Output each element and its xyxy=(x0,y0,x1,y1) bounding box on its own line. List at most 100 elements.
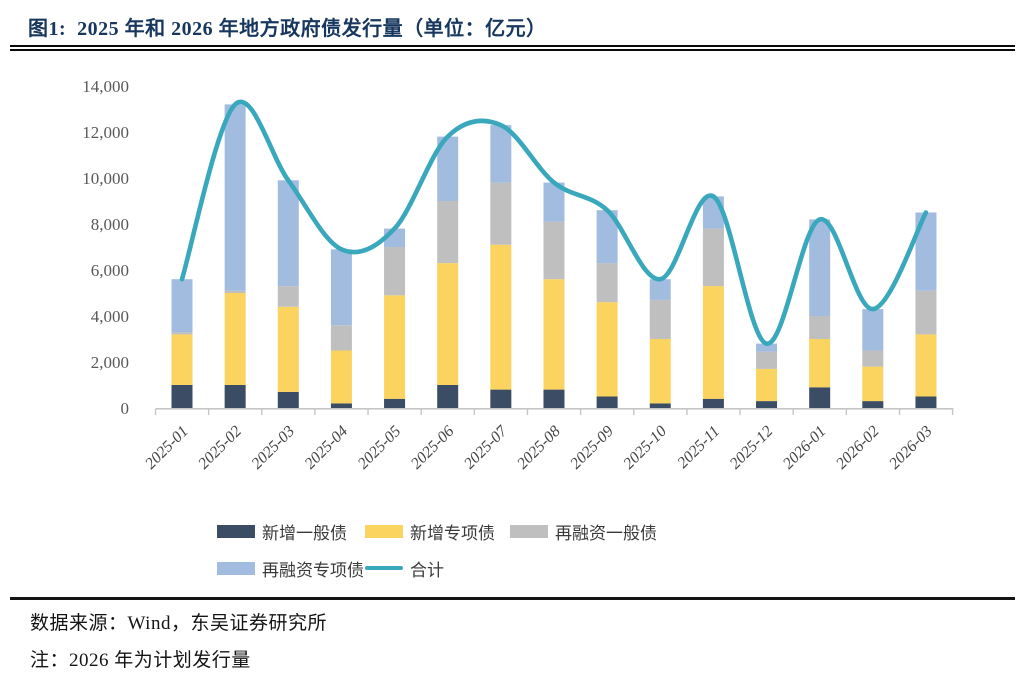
bar-segment xyxy=(756,343,778,352)
x-axis-tick-label: 2026-02 xyxy=(833,423,883,473)
bar-segment xyxy=(809,316,831,339)
bar-segment xyxy=(330,403,352,408)
y-axis-tick-label: 2,000 xyxy=(91,353,129,372)
bar-segment xyxy=(596,263,618,303)
total-line-swatch xyxy=(365,565,403,571)
bar-segment xyxy=(171,334,193,385)
legend-label: 新增专项债 xyxy=(410,523,495,543)
x-axis-tick-label: 2025-06 xyxy=(408,423,458,473)
x-axis-tick-label: 2025-02 xyxy=(195,423,245,473)
bar-segment xyxy=(437,263,459,385)
bar-segment xyxy=(702,228,724,287)
refinancing-general-bond-swatch xyxy=(510,524,548,538)
bar-segment xyxy=(543,182,565,222)
bar-segment xyxy=(437,201,459,264)
bar-segment xyxy=(437,136,459,201)
bar-segment xyxy=(756,351,778,369)
bar-segment xyxy=(171,279,193,333)
bar-segment xyxy=(384,295,406,399)
bar-segment xyxy=(384,247,406,296)
legend-item-refinancing-general-bond: 再融资一般债 xyxy=(510,521,657,543)
bar-segment xyxy=(490,125,512,183)
bar-segment xyxy=(596,396,618,408)
new-special-bond-swatch xyxy=(365,524,403,538)
y-axis-tick-label: 4,000 xyxy=(91,307,129,326)
bar-segment xyxy=(649,339,671,404)
x-axis-tick-label: 2026-03 xyxy=(886,423,936,473)
bar-segment xyxy=(277,286,299,307)
bar-segment xyxy=(649,279,671,300)
chart-legend-row-1: 新增一般债 新增专项债 再融资一般债 xyxy=(217,521,817,543)
x-axis-tick-label: 2025-05 xyxy=(355,423,405,473)
y-axis-tick-label: 12,000 xyxy=(82,123,129,142)
bar-segment xyxy=(277,391,299,408)
legend-item-refinancing-special-bond: 再融资专项债 xyxy=(217,558,364,580)
footer-divider-rule xyxy=(10,597,1015,600)
bar-segment xyxy=(543,279,565,390)
bar-segment xyxy=(862,366,884,402)
legend-item-total-line: 合计 xyxy=(365,558,444,580)
legend-label: 再融资一般债 xyxy=(555,523,657,543)
bar-segment xyxy=(437,385,459,408)
bar-segment xyxy=(277,306,299,392)
y-axis-tick-label: 0 xyxy=(121,399,130,418)
total-line xyxy=(179,99,929,346)
bar-segment xyxy=(649,403,671,408)
bar-segment xyxy=(862,401,884,408)
y-axis-tick-label: 14,000 xyxy=(82,77,129,96)
x-axis-tick-label: 2025-11 xyxy=(674,423,723,472)
bar-segment xyxy=(915,212,937,291)
bar-segment xyxy=(490,182,512,245)
title-divider-rule xyxy=(10,45,1015,51)
bar-segment xyxy=(384,398,406,408)
legend-item-new-special-bond: 新增专项债 xyxy=(365,521,495,543)
note-text: 注：2026 年为计划发行量 xyxy=(30,650,251,671)
refinancing-special-bond-swatch xyxy=(217,561,255,575)
bar-segment xyxy=(224,104,246,291)
legend-label: 合计 xyxy=(410,560,444,580)
bar-segment xyxy=(596,210,618,264)
bar-segment xyxy=(756,401,778,408)
legend-label: 再融资专项债 xyxy=(262,560,364,580)
bar-segment xyxy=(543,221,565,280)
bar-segment xyxy=(702,286,724,399)
bar-segment xyxy=(862,309,884,351)
bar-segment xyxy=(862,350,884,367)
x-axis-tick-label: 2025-04 xyxy=(302,423,352,473)
chart-legend-row-2: 再融资专项债 合计 xyxy=(217,558,817,580)
new-general-bond-swatch xyxy=(217,524,255,538)
x-axis-tick-label: 2025-10 xyxy=(620,423,670,473)
bar-segment xyxy=(809,387,831,408)
x-axis-tick-label: 2025-09 xyxy=(567,423,617,473)
bar-segment xyxy=(543,389,565,408)
legend-item-new-general-bond: 新增一般债 xyxy=(217,521,347,543)
x-axis-tick-label: 2026-01 xyxy=(780,423,830,473)
bar-segment xyxy=(756,368,778,402)
bar-segment xyxy=(224,290,246,293)
bar-segment xyxy=(330,325,352,351)
legend-label: 新增一般债 xyxy=(262,523,347,543)
y-axis-tick-label: 10,000 xyxy=(82,169,129,188)
bar-segment xyxy=(490,389,512,408)
bar-segment xyxy=(649,299,671,339)
figure-title: 图1: 2025 年和 2026 年地方政府债发行量（单位：亿元） xyxy=(28,18,547,40)
bar-segment xyxy=(490,244,512,390)
bar-segment xyxy=(809,339,831,388)
y-axis-tick-label: 8,000 xyxy=(91,215,129,234)
bar-segment xyxy=(809,219,831,316)
bar-segment xyxy=(915,290,937,335)
x-axis-tick-label: 2025-12 xyxy=(727,423,777,473)
bar-segment xyxy=(330,249,352,326)
x-axis-tick-label: 2025-01 xyxy=(142,423,192,473)
x-axis-tick-label: 2025-08 xyxy=(514,423,564,473)
data-source-text: 数据来源：Wind，东吴证券研究所 xyxy=(30,613,327,634)
bar-segment xyxy=(277,180,299,287)
bar-segment xyxy=(596,302,618,397)
y-axis-tick-label: 6,000 xyxy=(91,261,129,280)
bar-segment xyxy=(915,396,937,408)
bar-segment xyxy=(330,350,352,404)
bar-segment xyxy=(224,385,246,408)
bar-segment xyxy=(702,398,724,408)
